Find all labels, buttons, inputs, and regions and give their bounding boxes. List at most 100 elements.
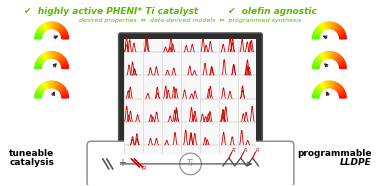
Wedge shape	[326, 81, 328, 88]
Wedge shape	[51, 22, 52, 28]
Wedge shape	[325, 23, 327, 29]
Wedge shape	[339, 94, 346, 96]
Wedge shape	[330, 22, 331, 28]
Wedge shape	[60, 29, 66, 33]
Wedge shape	[333, 24, 337, 30]
Wedge shape	[62, 66, 68, 67]
Wedge shape	[313, 62, 320, 65]
Wedge shape	[326, 52, 328, 58]
Wedge shape	[313, 92, 320, 95]
Wedge shape	[42, 84, 46, 89]
Wedge shape	[335, 25, 339, 31]
Wedge shape	[41, 55, 45, 60]
Wedge shape	[339, 61, 345, 64]
Wedge shape	[57, 84, 62, 89]
Wedge shape	[336, 26, 341, 31]
Wedge shape	[332, 52, 335, 59]
Wedge shape	[316, 28, 321, 33]
Wedge shape	[38, 58, 43, 62]
Wedge shape	[39, 28, 44, 32]
Wedge shape	[328, 22, 329, 28]
Wedge shape	[54, 23, 56, 29]
Wedge shape	[36, 34, 42, 36]
Wedge shape	[314, 31, 320, 34]
Wedge shape	[47, 52, 50, 58]
Wedge shape	[43, 83, 47, 89]
Wedge shape	[56, 24, 60, 30]
Wedge shape	[339, 64, 346, 66]
Wedge shape	[340, 96, 346, 97]
Wedge shape	[36, 90, 42, 94]
Wedge shape	[314, 62, 320, 65]
Wedge shape	[335, 24, 338, 30]
Wedge shape	[336, 26, 341, 31]
Wedge shape	[335, 25, 340, 31]
Wedge shape	[319, 25, 323, 31]
Wedge shape	[323, 23, 326, 29]
Wedge shape	[59, 28, 65, 32]
Wedge shape	[59, 86, 64, 91]
Wedge shape	[55, 23, 59, 29]
Wedge shape	[53, 52, 54, 58]
Wedge shape	[332, 81, 334, 88]
Wedge shape	[37, 60, 43, 64]
Wedge shape	[331, 81, 333, 88]
Wedge shape	[328, 81, 329, 88]
Wedge shape	[49, 81, 51, 88]
Wedge shape	[315, 59, 321, 63]
Wedge shape	[36, 61, 42, 64]
Wedge shape	[60, 28, 65, 33]
Wedge shape	[43, 24, 47, 30]
Wedge shape	[61, 33, 68, 36]
Text: R: R	[244, 148, 247, 153]
Wedge shape	[37, 88, 43, 92]
Wedge shape	[313, 34, 319, 36]
Wedge shape	[50, 52, 51, 58]
Text: Ti: Ti	[187, 159, 194, 168]
Wedge shape	[60, 88, 66, 92]
Wedge shape	[58, 25, 62, 31]
Wedge shape	[314, 31, 320, 35]
Wedge shape	[47, 23, 50, 29]
Wedge shape	[328, 52, 329, 58]
Wedge shape	[45, 53, 48, 59]
Wedge shape	[62, 63, 68, 66]
Wedge shape	[322, 53, 325, 59]
Wedge shape	[35, 64, 42, 66]
Wedge shape	[314, 91, 320, 94]
Wedge shape	[338, 89, 344, 93]
Wedge shape	[37, 30, 43, 34]
FancyBboxPatch shape	[119, 33, 262, 165]
Wedge shape	[40, 26, 45, 31]
Wedge shape	[320, 84, 324, 89]
Wedge shape	[338, 88, 343, 92]
Wedge shape	[46, 23, 49, 29]
Wedge shape	[333, 23, 336, 29]
Wedge shape	[335, 84, 338, 89]
Wedge shape	[339, 34, 345, 36]
Wedge shape	[35, 96, 41, 97]
Wedge shape	[61, 32, 67, 35]
Wedge shape	[36, 91, 42, 94]
Wedge shape	[335, 84, 340, 90]
Wedge shape	[339, 36, 346, 38]
Wedge shape	[37, 59, 43, 63]
Wedge shape	[58, 55, 63, 61]
Wedge shape	[35, 94, 42, 96]
Wedge shape	[60, 31, 67, 34]
Wedge shape	[62, 93, 68, 95]
Wedge shape	[338, 59, 344, 63]
Wedge shape	[62, 94, 68, 96]
Wedge shape	[321, 53, 325, 59]
Wedge shape	[52, 22, 53, 28]
Wedge shape	[58, 84, 62, 90]
Wedge shape	[340, 37, 346, 38]
FancyBboxPatch shape	[87, 141, 294, 186]
Wedge shape	[54, 82, 57, 88]
Wedge shape	[50, 22, 51, 28]
Wedge shape	[336, 85, 341, 90]
Wedge shape	[39, 27, 44, 32]
Wedge shape	[333, 83, 337, 89]
Wedge shape	[315, 59, 321, 63]
Wedge shape	[313, 35, 319, 37]
